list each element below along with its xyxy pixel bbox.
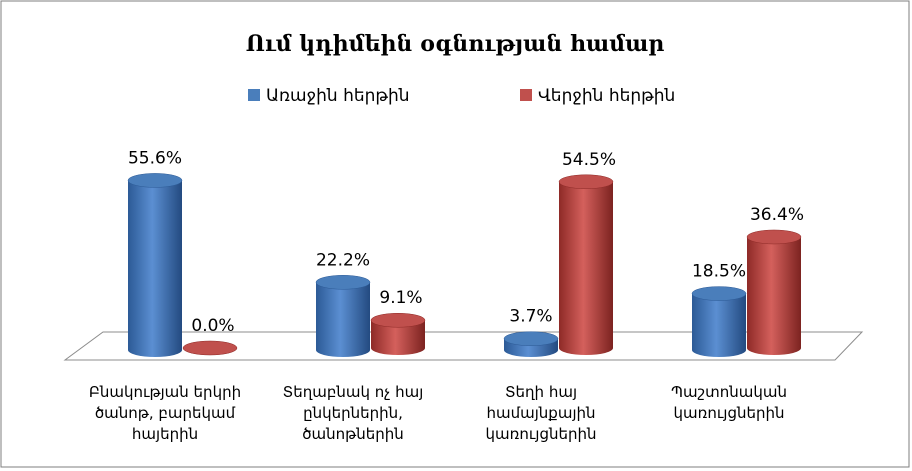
bar-body: [371, 320, 425, 355]
value-label: 54.5%: [562, 150, 616, 170]
bar-top: [558, 174, 614, 190]
value-label: 9.1%: [379, 288, 422, 308]
legend-label: Վերջին հերթին: [538, 86, 675, 106]
bar-top: [315, 275, 371, 290]
bar-top: [182, 340, 238, 356]
x-tick-label: Տեղի հայ համայնքային կառույցներին: [485, 383, 597, 443]
bar-top: [746, 229, 802, 245]
value-label: 18.5%: [692, 262, 746, 282]
bar-body: [559, 181, 613, 355]
x-tick-label: Պաշտոնական կառույցներին: [671, 383, 787, 422]
value-label: 3.7%: [509, 307, 552, 327]
value-label: 22.2%: [316, 250, 370, 270]
chart-title: Ում կդիմեին օգնության համար: [246, 31, 665, 57]
bar-body: [316, 282, 370, 357]
legend-swatch: [248, 89, 260, 101]
bar-body: [747, 236, 801, 355]
bar-body: [692, 293, 746, 357]
x-tick-label: Բնակության երկրի ծանոթ, բարեկամ հայերին: [88, 383, 242, 443]
floor: [63, 331, 864, 361]
value-label: 0.0%: [191, 316, 234, 336]
bar-top: [503, 331, 559, 346]
legend-label: Առաջին հերթին: [266, 86, 410, 106]
bar-top: [370, 312, 426, 328]
bar-body: [128, 180, 182, 357]
x-tick-label: Տեղաբնակ ոչ հայ ընկերներին, ծանոթներին: [282, 383, 424, 443]
legend-swatch: [520, 89, 532, 101]
value-label: 55.6%: [128, 148, 182, 168]
value-label: 36.4%: [750, 205, 804, 225]
bar-top: [691, 286, 747, 301]
bar-top: [127, 173, 183, 188]
